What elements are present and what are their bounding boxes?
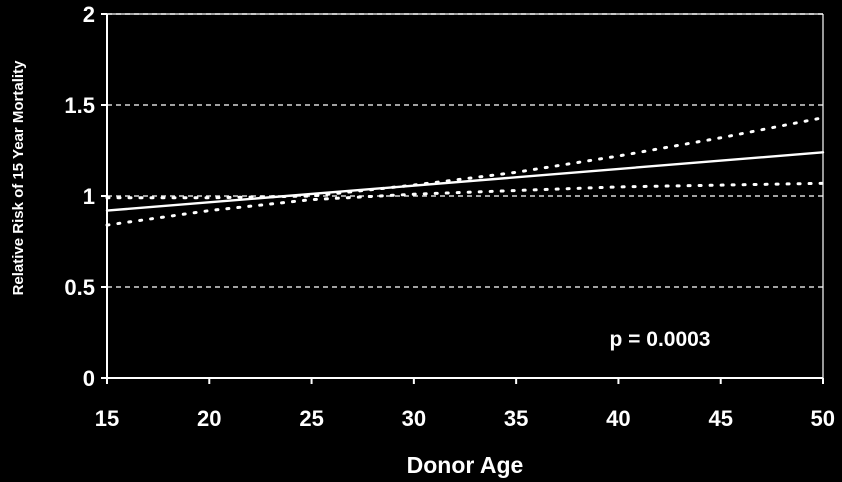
axes [101, 13, 824, 384]
x-tick-label-3: 30 [402, 406, 426, 431]
series-lower-ci [105, 181, 825, 227]
x-tick-label-1: 20 [197, 406, 221, 431]
series-estimate [105, 151, 825, 212]
y-tick-label-0: 0 [83, 366, 95, 391]
y-tick-label-1: 0.5 [64, 275, 95, 300]
x-tick-label-2: 25 [299, 406, 323, 431]
x-tick-label-7: 50 [811, 406, 835, 431]
x-tick-label-6: 45 [708, 406, 732, 431]
x-tick-label-4: 35 [504, 406, 528, 431]
x-axis-label: Donor Age [407, 452, 524, 478]
y-tick-label-4: 2 [83, 2, 95, 27]
series-layer [105, 116, 825, 227]
x-tick-label-0: 15 [95, 406, 119, 431]
tick-labels: 0 0.5 1 1.5 2 15 20 25 30 35 40 45 50 [64, 2, 835, 431]
y-axis-label: Relative Risk of 15 Year Mortality [10, 60, 27, 295]
y-tick-label-3: 1.5 [64, 93, 95, 118]
p-value-annotation: p = 0.0003 [610, 328, 711, 351]
y-tick-label-2: 1 [83, 184, 95, 209]
x-tick-label-5: 40 [606, 406, 630, 431]
